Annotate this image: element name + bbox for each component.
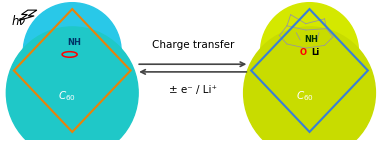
Polygon shape bbox=[19, 10, 37, 21]
Text: Li: Li bbox=[311, 48, 319, 57]
Text: O: O bbox=[299, 48, 306, 57]
Polygon shape bbox=[251, 62, 368, 79]
Text: $C_{60}$: $C_{60}$ bbox=[57, 89, 76, 103]
Text: NH: NH bbox=[67, 38, 81, 47]
Ellipse shape bbox=[6, 27, 138, 141]
Text: $C_{60}$: $C_{60}$ bbox=[296, 89, 314, 103]
Ellipse shape bbox=[260, 3, 358, 101]
Text: NH: NH bbox=[304, 35, 318, 44]
Text: Charge transfer: Charge transfer bbox=[152, 40, 234, 50]
Ellipse shape bbox=[243, 27, 375, 141]
Text: hν: hν bbox=[11, 15, 25, 28]
Ellipse shape bbox=[23, 3, 121, 101]
Polygon shape bbox=[14, 62, 131, 79]
Text: ± e⁻ / Li⁺: ± e⁻ / Li⁺ bbox=[169, 85, 217, 95]
